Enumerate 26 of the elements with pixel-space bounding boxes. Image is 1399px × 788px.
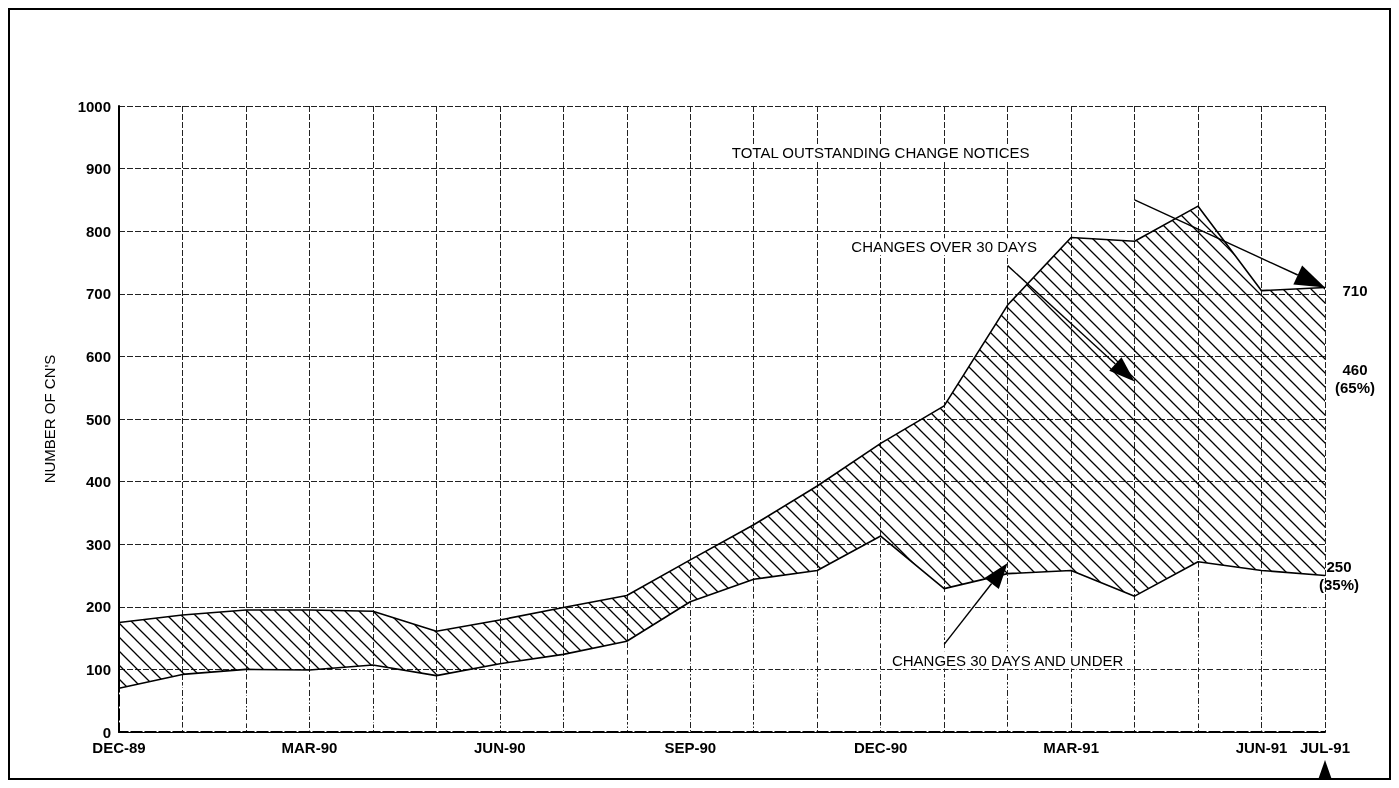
y-tick-label: 100 bbox=[85, 660, 111, 678]
x-tick-label: DEC-90 bbox=[854, 739, 908, 756]
x-tick-label: SEP-90 bbox=[664, 739, 717, 756]
y-tick-label: 0 bbox=[102, 723, 111, 741]
x-tick-label: JUN-91 bbox=[1235, 739, 1288, 756]
text: 460 (65%) bbox=[1334, 360, 1376, 396]
y-tick-label: 600 bbox=[85, 347, 111, 365]
y-tick-label: 400 bbox=[85, 473, 111, 491]
y-tick-label: 700 bbox=[85, 285, 111, 303]
series-label: CHANGES 30 DAYS AND UNDER bbox=[891, 651, 1124, 669]
y-axis-title: NUMBER OF CN'S bbox=[41, 354, 58, 484]
y-tick-label: 200 bbox=[85, 598, 111, 616]
x-tick-label: JUN-90 bbox=[474, 739, 526, 756]
series-label: CHANGES OVER 30 DAYS bbox=[851, 238, 1037, 256]
data-label: 250 (35%) bbox=[1318, 558, 1360, 593]
y-tick-label: 800 bbox=[85, 222, 111, 240]
x-tick-label: MAR-91 bbox=[1043, 739, 1100, 756]
y-tick-label: 300 bbox=[85, 535, 111, 553]
x-tick-label: JUL-91 bbox=[1299, 739, 1351, 756]
y-tick-label: 1000 bbox=[77, 97, 111, 115]
annotation: TOTAL OUTSTANDING CHANGE NOTICES bbox=[731, 144, 1030, 162]
text: 710 bbox=[1342, 282, 1368, 300]
x-tick-label: DEC-89 bbox=[92, 739, 146, 756]
y-tick-label: 500 bbox=[85, 410, 111, 428]
y-tick-label: 900 bbox=[85, 160, 111, 178]
x-tick-label: MAR-90 bbox=[281, 739, 338, 756]
